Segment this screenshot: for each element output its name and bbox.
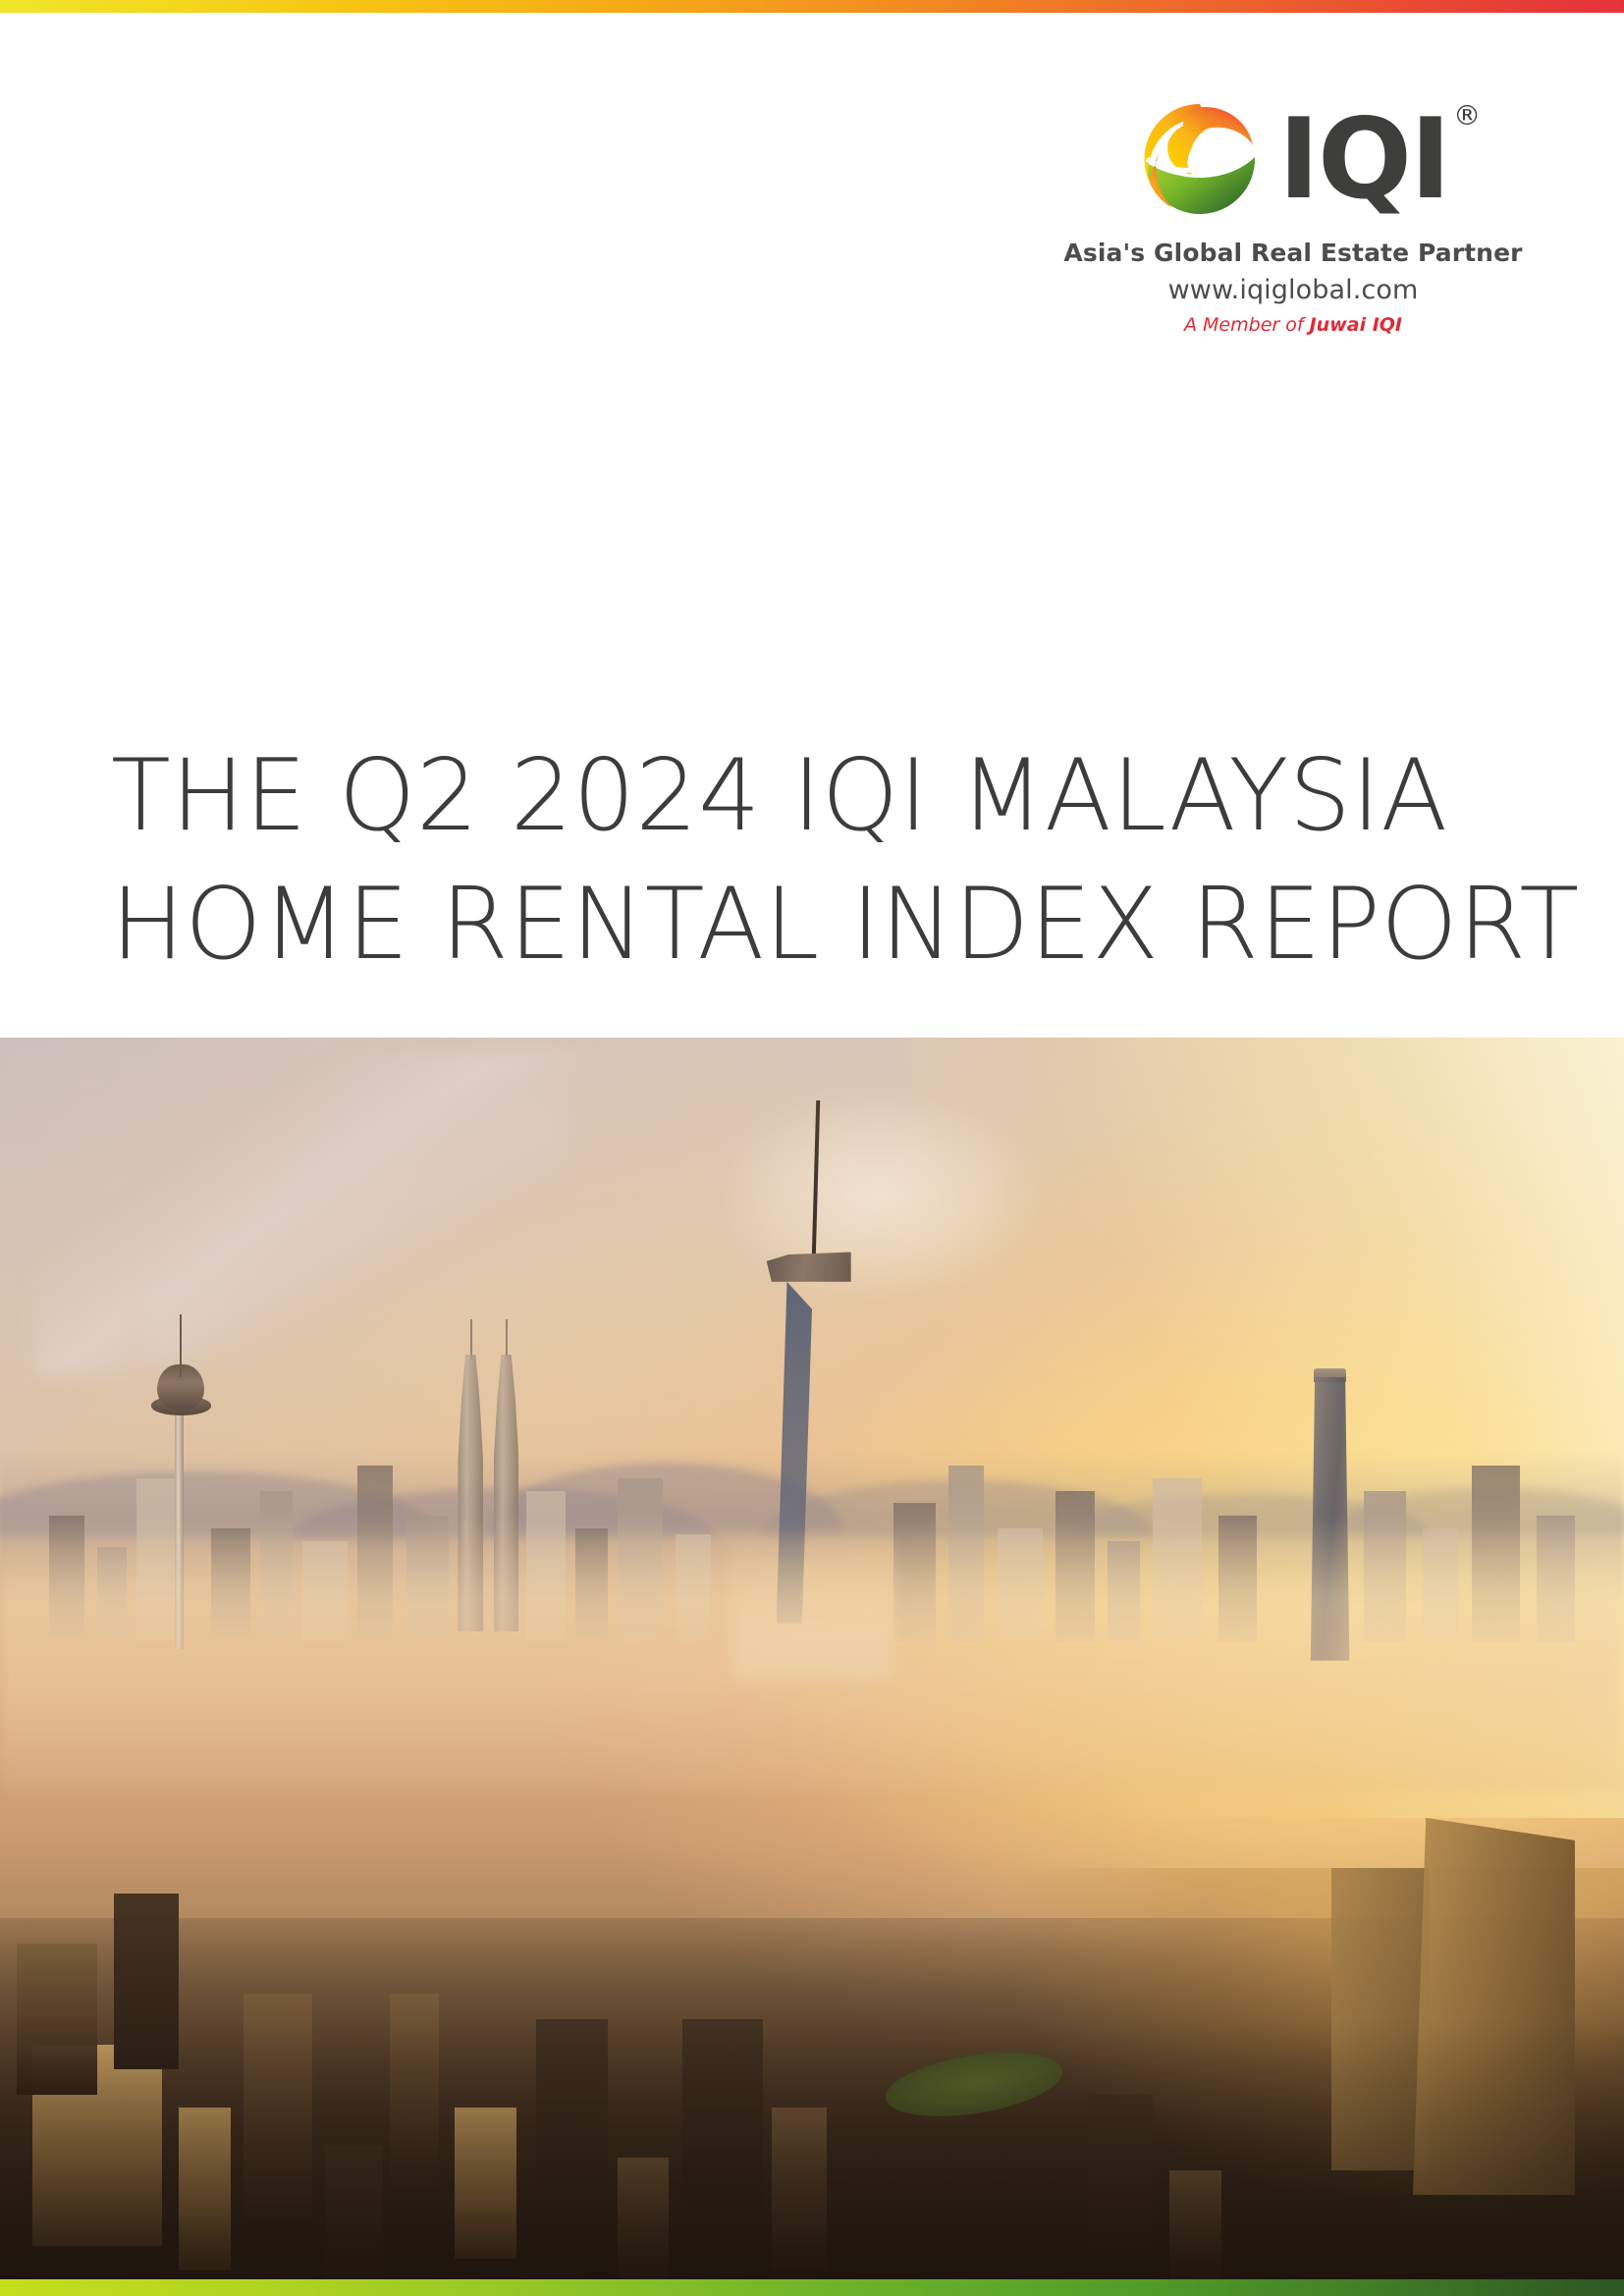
merdeka-118-base-haze: [731, 1527, 893, 1680]
merdeka-118-crown: [766, 1252, 851, 1282]
report-title-line-2: HOME RENTAL INDEX REPORT: [111, 866, 1580, 983]
petronas-tower-pinnacle: [469, 1319, 472, 1361]
brand-website: www.iqiglobal.com: [1167, 275, 1419, 306]
iqi-swirl-globe-icon: [1137, 96, 1263, 222]
member-prefix: A Member of: [1184, 314, 1310, 337]
bottom-gradient-rule: [0, 2279, 1624, 2296]
logo-lockup: IQI ®: [1053, 90, 1534, 228]
registered-trademark-icon: ®: [1453, 98, 1481, 132]
iqi-wordmark: IQI ®: [1278, 101, 1481, 215]
iqi-wordmark-text: IQI: [1277, 93, 1451, 224]
cloud-wisp: [145, 1088, 568, 1365]
brand-tagline: Asia's Global Real Estate Partner: [1063, 239, 1523, 267]
cloud-puff: [714, 1088, 1040, 1303]
report-title-line-1: THE Q2 2024 IQI MALAYSIA: [111, 737, 1448, 853]
cloud-wisp: [32, 1049, 585, 1378]
brand-logo-block: IQI ® Asia's Global Real Estate Partner …: [1053, 90, 1534, 338]
bottom-vignette: [0, 2018, 1624, 2296]
kl-tower-antenna: [179, 1314, 182, 1378]
petronas-tower-pinnacle: [506, 1319, 509, 1361]
member-company: Juwai IQI: [1309, 314, 1402, 337]
report-title: THE Q2 2024 IQI MALAYSIA HOME RENTAL IND…: [111, 731, 1580, 989]
top-gradient-rule: [0, 0, 1624, 13]
brand-member-line: A Member of Juwai IQI: [1053, 313, 1534, 338]
cover-photo-kuala-lumpur-skyline: [0, 1038, 1624, 2296]
